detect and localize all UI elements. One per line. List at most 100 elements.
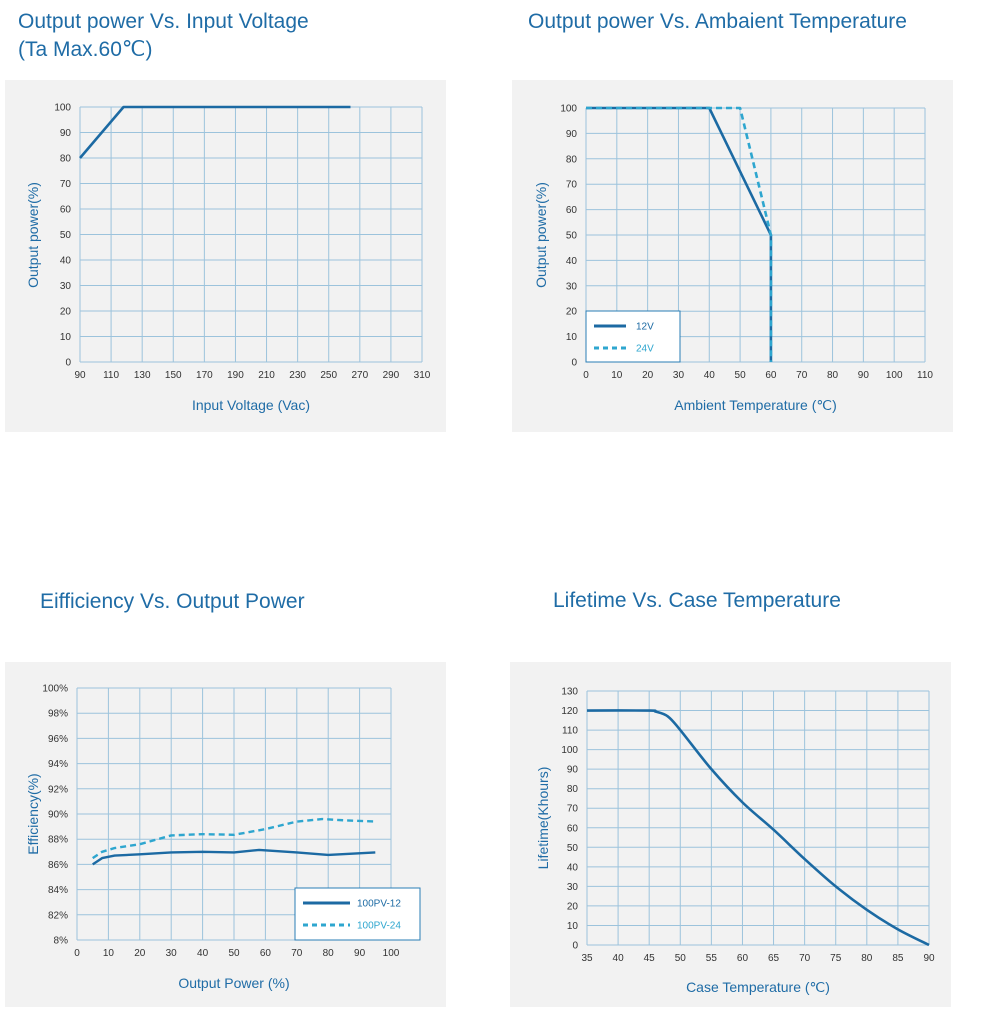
x-tick-label: 40 xyxy=(704,370,716,381)
y-tick-label: 40 xyxy=(60,256,72,267)
y-tick-label: 10 xyxy=(566,332,578,343)
y-axis-label: Efficiency(%) xyxy=(25,773,41,854)
y-tick-label: 100 xyxy=(561,745,578,756)
x-tick-label: 250 xyxy=(320,370,337,381)
x-tick-label: 50 xyxy=(735,370,747,381)
y-tick-label: 98% xyxy=(48,709,68,720)
legend-label: 100PV-12 xyxy=(357,899,401,910)
y-tick-label: 100% xyxy=(42,684,68,695)
x-axis-label: Output Power (%) xyxy=(178,975,289,991)
x-tick-label: 20 xyxy=(642,370,654,381)
y-tick-label: 120 xyxy=(561,706,578,717)
y-tick-label: 82% xyxy=(48,910,68,921)
chart1-plot: 90 110 130 150 170 190 210 230 250 270 290 310 0 10 20… xyxy=(25,103,431,414)
x-tick-label: 50 xyxy=(675,953,687,964)
y-tick-label: 50 xyxy=(566,231,578,242)
y-tick-label: 130 xyxy=(561,687,578,698)
x-tick-label: 270 xyxy=(351,370,368,381)
x-tick-label: 70 xyxy=(291,948,303,959)
y-tick-label: 30 xyxy=(567,882,579,893)
legend-label: 24V xyxy=(636,344,654,355)
y-tick-label: 40 xyxy=(567,862,579,873)
x-tick-label: 90 xyxy=(858,370,870,381)
x-tick-label: 190 xyxy=(227,370,244,381)
chart1-panel: 90 110 130 150 170 190 210 230 250 270 290 310 0 10 20… xyxy=(5,80,446,432)
x-tick-label: 90 xyxy=(74,370,86,381)
x-tick-label: 30 xyxy=(673,370,685,381)
chart4-title: Lifetime Vs. Case Temperature xyxy=(553,589,841,612)
x-tick-label: 0 xyxy=(74,948,80,959)
y-tick-label: 80 xyxy=(60,154,72,165)
x-tick-label: 110 xyxy=(917,370,933,381)
x-tick-label: 290 xyxy=(383,370,400,381)
legend-box xyxy=(585,310,681,363)
chart3-title: Eifficiency Vs. Output Power xyxy=(40,590,305,613)
x-tick-label: 10 xyxy=(103,948,115,959)
x-tick-label: 310 xyxy=(414,370,431,381)
y-tick-label: 0 xyxy=(65,358,71,369)
x-tick-label: 65 xyxy=(768,953,780,964)
y-tick-label: 50 xyxy=(60,230,72,241)
y-tick-label: 10 xyxy=(60,332,72,343)
y-tick-label: 70 xyxy=(567,804,579,815)
x-tick-label: 90 xyxy=(354,948,366,959)
x-tick-label: 60 xyxy=(765,370,777,381)
chart2-plot: 0 10 20 30 40 50 60 70 80 90 100 110 0 10 20 30 40 50 60 70… xyxy=(533,104,933,414)
y-tick-label: 80 xyxy=(566,154,578,165)
y-tick-label: 80 xyxy=(567,784,579,795)
y-tick-label: 30 xyxy=(60,281,72,292)
chart3-panel: 0 10 20 30 40 50 60 70 80 90 100 8% 82% 84% 86% 88% 90% 9… xyxy=(5,662,446,1007)
y-tick-label: 8% xyxy=(54,936,69,947)
y-tick-label: 90 xyxy=(566,129,578,140)
x-tick-label: 110 xyxy=(103,370,119,381)
x-tick-label: 90 xyxy=(923,953,935,964)
y-tick-label: 84% xyxy=(48,885,68,896)
x-tick-label: 70 xyxy=(796,370,808,381)
y-tick-label: 86% xyxy=(48,860,68,871)
y-tick-label: 88% xyxy=(48,835,68,846)
x-tick-label: 100 xyxy=(886,370,903,381)
x-tick-label: 0 xyxy=(583,370,589,381)
y-tick-label: 0 xyxy=(571,358,577,369)
x-axis-label: Case Temperature (℃) xyxy=(686,979,830,995)
y-tick-label: 60 xyxy=(566,205,578,216)
x-tick-label: 70 xyxy=(799,953,811,964)
y-tick-label: 100 xyxy=(54,103,71,114)
y-axis-label: Output power(%) xyxy=(25,182,41,288)
x-tick-label: 40 xyxy=(613,953,625,964)
x-tick-label: 80 xyxy=(861,953,873,964)
y-tick-label: 30 xyxy=(566,281,578,292)
x-tick-label: 130 xyxy=(134,370,151,381)
x-tick-label: 40 xyxy=(197,948,209,959)
legend-label: 100PV-24 xyxy=(357,921,401,932)
y-tick-label: 60 xyxy=(567,823,579,834)
y-axis-label: Output power(%) xyxy=(533,182,549,288)
y-tick-label: 94% xyxy=(48,759,68,770)
chart1-subtitle: (Ta Max.60℃) xyxy=(18,38,153,61)
y-tick-label: 92% xyxy=(48,784,68,795)
x-tick-label: 60 xyxy=(260,948,272,959)
series-line-1 xyxy=(92,848,376,866)
x-tick-label: 85 xyxy=(892,953,904,964)
legend-label: 12V xyxy=(636,322,654,333)
y-tick-label: 20 xyxy=(567,901,579,912)
x-tick-label: 35 xyxy=(581,953,593,964)
x-tick-label: 50 xyxy=(228,948,240,959)
x-tick-label: 170 xyxy=(196,370,213,381)
x-tick-label: 55 xyxy=(706,953,718,964)
x-tick-label: 150 xyxy=(165,370,182,381)
y-tick-label: 40 xyxy=(566,256,578,267)
series-line-2 xyxy=(92,817,376,860)
chart4-panel: 35 40 45 50 55 60 65 70 75 80 85 90 0 10 20 30 40 50 60 70 8… xyxy=(510,662,951,1007)
x-tick-label: 230 xyxy=(289,370,306,381)
x-tick-label: 80 xyxy=(827,370,839,381)
x-tick-label: 210 xyxy=(258,370,275,381)
chart1-title: Output power Vs. Input Voltage xyxy=(18,10,309,33)
y-axis-label: Lifetime(Khours) xyxy=(535,767,551,870)
x-tick-label: 80 xyxy=(323,948,335,959)
y-tick-label: 90 xyxy=(567,765,579,776)
y-tick-label: 100 xyxy=(560,104,577,115)
x-tick-label: 10 xyxy=(611,370,623,381)
y-tick-label: 90 xyxy=(60,128,72,139)
y-tick-label: 70 xyxy=(60,179,72,190)
